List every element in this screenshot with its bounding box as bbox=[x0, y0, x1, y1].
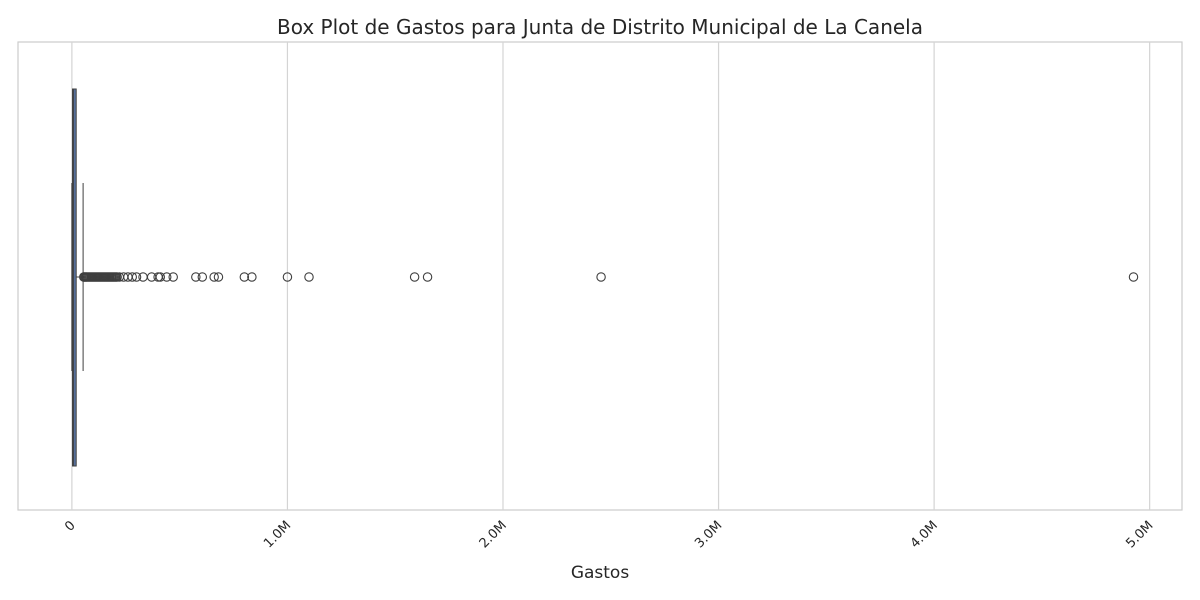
outlier-points bbox=[78, 272, 1139, 282]
outlier-point-55 bbox=[1128, 272, 1139, 282]
outlier-point-52 bbox=[409, 272, 420, 282]
x-tick-label-4: 4.0M bbox=[908, 518, 941, 551]
outlier-point-36 bbox=[127, 272, 137, 282]
x-axis-label: Gastos bbox=[571, 563, 630, 583]
outlier-point-49 bbox=[247, 272, 257, 282]
outlier-point-45 bbox=[197, 272, 208, 282]
outlier-point-53 bbox=[422, 272, 433, 282]
box-plot-body bbox=[71, 88, 84, 467]
outlier-point-42 bbox=[161, 272, 172, 282]
outlier-point-47 bbox=[213, 272, 224, 282]
outlier-point-43 bbox=[168, 272, 178, 282]
chart-title: Box Plot de Gastos para Junta de Distrit… bbox=[277, 15, 923, 39]
x-tick-label-2: 2.0M bbox=[477, 518, 510, 551]
box-iqr bbox=[72, 88, 77, 467]
x-tick-labels: 0 1.0M 2.0M 3.0M 4.0M 5.0M bbox=[62, 518, 1156, 551]
outlier-point-54 bbox=[596, 272, 606, 282]
outlier-point-46 bbox=[209, 272, 219, 282]
outlier-point-51 bbox=[304, 272, 314, 282]
outlier-point-44 bbox=[191, 272, 201, 282]
x-tick-label-5: 5.0M bbox=[1123, 518, 1156, 551]
grid-lines bbox=[71, 42, 1151, 510]
x-tick-label-1: 1.0M bbox=[261, 518, 294, 551]
plot-area-frame bbox=[17, 41, 1183, 511]
x-tick-label-0: 0 bbox=[62, 518, 78, 534]
outlier-point-37 bbox=[131, 272, 142, 282]
outlier-point-41 bbox=[155, 272, 166, 282]
outlier-point-48 bbox=[239, 272, 250, 282]
outlier-point-50 bbox=[282, 272, 293, 282]
x-tick-label-3: 3.0M bbox=[692, 518, 725, 551]
